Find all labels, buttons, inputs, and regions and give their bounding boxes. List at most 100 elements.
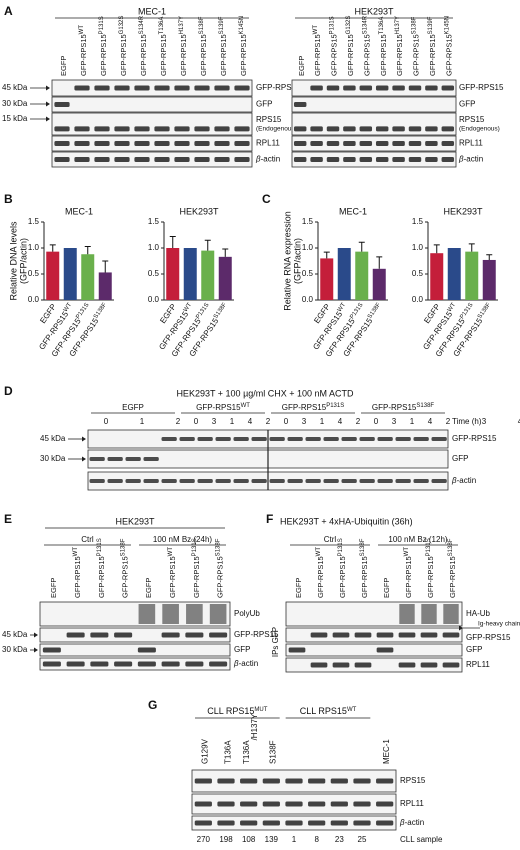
band — [234, 85, 250, 91]
bar — [447, 248, 461, 300]
bar — [183, 248, 197, 300]
band — [408, 141, 422, 146]
band — [215, 437, 231, 441]
band — [215, 479, 231, 483]
arrow-head — [82, 436, 86, 442]
row-label: RPL11 — [466, 660, 490, 669]
band — [74, 85, 90, 91]
smear — [443, 604, 459, 624]
lane-label: GFP-RPS15P131S — [99, 16, 108, 76]
band — [305, 437, 321, 441]
band — [326, 126, 340, 132]
lane-label: GFP-RPS15P131S — [96, 538, 105, 598]
band — [217, 801, 235, 807]
band — [353, 801, 371, 807]
error-bar — [376, 256, 383, 269]
time-label: 3 — [212, 417, 217, 426]
band — [359, 479, 375, 483]
band — [359, 126, 373, 132]
band — [194, 141, 210, 146]
lane-label: GFP-RPS15P131S — [191, 538, 200, 598]
band — [341, 437, 357, 441]
band — [214, 141, 230, 146]
band — [343, 126, 356, 132]
bar — [201, 250, 215, 300]
bar — [46, 251, 60, 300]
error-bar — [84, 245, 91, 255]
lane-label: EGFP — [144, 578, 153, 598]
band — [354, 662, 372, 668]
band — [217, 820, 235, 826]
band — [66, 632, 85, 638]
bar — [63, 248, 77, 300]
band — [94, 85, 110, 91]
band — [262, 801, 280, 807]
band — [376, 632, 394, 638]
blot-row — [285, 627, 463, 643]
band — [398, 632, 416, 638]
band — [197, 479, 213, 483]
band — [174, 141, 190, 146]
lane-label: GFP-RPS15P131S — [329, 16, 338, 76]
row-label: GFP — [256, 100, 272, 109]
lane-label: GFP-RPS15WT — [313, 25, 322, 76]
band — [310, 141, 323, 146]
band — [154, 85, 170, 91]
sample-id: 198 — [219, 835, 233, 844]
cell-line: HEK293T — [354, 6, 394, 16]
band — [332, 662, 350, 668]
band — [377, 479, 393, 483]
smear — [162, 604, 179, 624]
band — [233, 479, 249, 483]
y-tick-label: 1.5 — [148, 217, 160, 226]
band — [408, 157, 422, 162]
band — [125, 457, 141, 461]
row-label: GFP — [452, 454, 468, 463]
band — [442, 662, 460, 668]
blot-row — [291, 96, 457, 113]
band — [137, 661, 156, 667]
error-bar — [323, 251, 330, 259]
time-label: 3 — [392, 417, 397, 426]
panel-title: HEK293T + 4xHA-Ubiquitin (36h) — [280, 516, 413, 526]
label: A — [4, 4, 13, 18]
lane-label: EGFP — [59, 56, 68, 76]
sample-id: 108 — [242, 835, 256, 844]
band — [234, 157, 250, 162]
y-axis-label: Relative RNA expression — [282, 211, 292, 311]
band — [392, 157, 405, 162]
band — [287, 437, 303, 441]
group-label: GFP-RPS15P131S — [282, 403, 344, 413]
bar — [355, 251, 369, 300]
band — [285, 820, 303, 826]
row-label: GFP — [234, 645, 250, 654]
lane-label: GFP-RPS15S139F — [428, 16, 437, 76]
label: D — [4, 384, 13, 398]
band — [330, 820, 348, 826]
group-label: GFP-RPS15WT — [196, 403, 250, 413]
band — [425, 126, 438, 132]
lane-label: GFP-RPS15WT — [404, 547, 413, 598]
smear — [399, 604, 415, 624]
blot-row — [291, 112, 457, 136]
lane-label: GFP-RPS15T136A — [159, 17, 168, 76]
time-label: 3 — [482, 417, 487, 426]
band — [330, 801, 348, 807]
group-label: CLL RPS15MUT — [207, 706, 268, 716]
smear — [186, 604, 203, 624]
row-label: GFP — [459, 100, 475, 109]
band — [194, 801, 212, 807]
sample-id: 270 — [197, 835, 211, 844]
row-label: β-actin — [255, 155, 280, 164]
band — [262, 820, 280, 826]
panel-title: HEK293T — [115, 516, 155, 526]
band — [413, 479, 429, 483]
band — [288, 647, 306, 653]
band — [293, 102, 307, 107]
band — [332, 632, 350, 638]
band — [233, 437, 249, 441]
lane-label: GFP-RPS15WT — [168, 547, 177, 598]
band — [323, 479, 339, 483]
band — [293, 126, 307, 132]
condition-label: Ctrl — [81, 535, 94, 544]
